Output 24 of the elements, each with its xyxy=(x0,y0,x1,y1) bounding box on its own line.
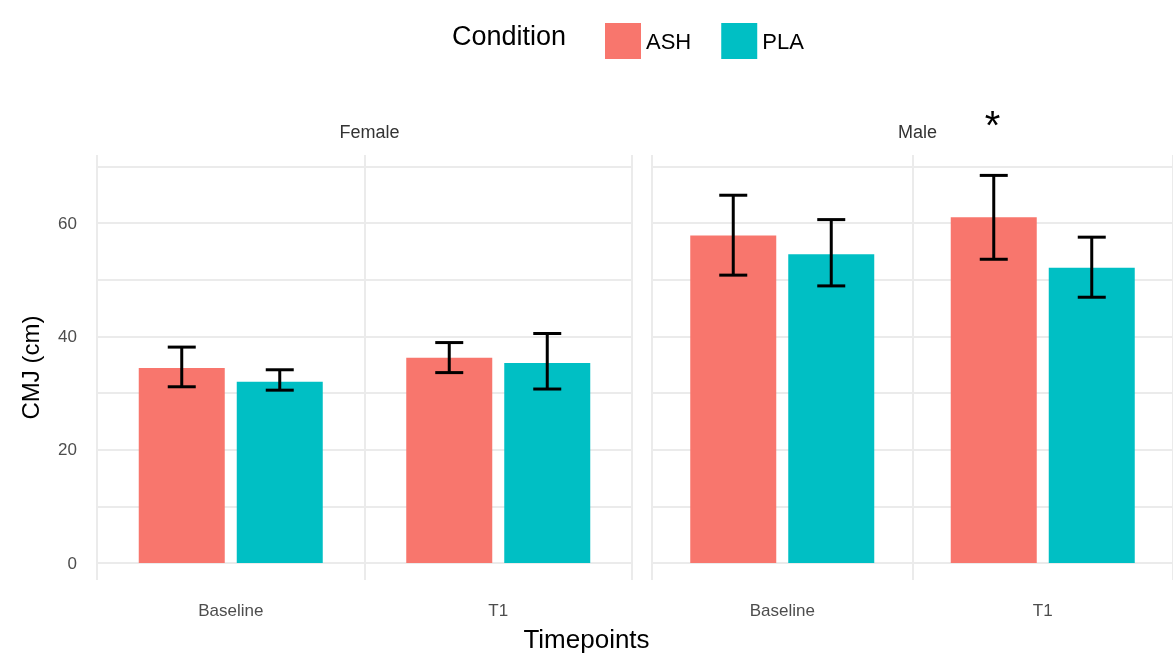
x-tick-label: T1 xyxy=(488,601,509,620)
x-tick-label: Baseline xyxy=(198,601,264,620)
y-tick-label: 20 xyxy=(58,440,77,460)
x-tick-label: T1 xyxy=(1032,601,1053,620)
y-axis-title: CMJ (cm) xyxy=(16,315,44,420)
y-tick-label: 0 xyxy=(67,553,77,573)
bar xyxy=(236,381,323,563)
x-tick-label: Baseline xyxy=(749,601,815,620)
legend-label: PLA xyxy=(762,28,805,54)
bar xyxy=(138,368,225,563)
text: * xyxy=(984,103,1001,147)
bar xyxy=(950,217,1037,563)
bar xyxy=(690,235,777,563)
x-axis-title: Timepoints xyxy=(523,624,650,654)
legend-label: ASH xyxy=(646,28,692,54)
bar xyxy=(788,254,875,563)
bar xyxy=(504,362,591,563)
legend-title: Condition xyxy=(452,20,567,51)
chart-title: Female xyxy=(339,122,400,142)
bar xyxy=(1048,267,1135,563)
y-tick-label: 40 xyxy=(58,326,77,346)
chart-title: Male xyxy=(897,122,938,142)
bar xyxy=(406,357,493,563)
y-tick-label: 60 xyxy=(58,213,77,233)
